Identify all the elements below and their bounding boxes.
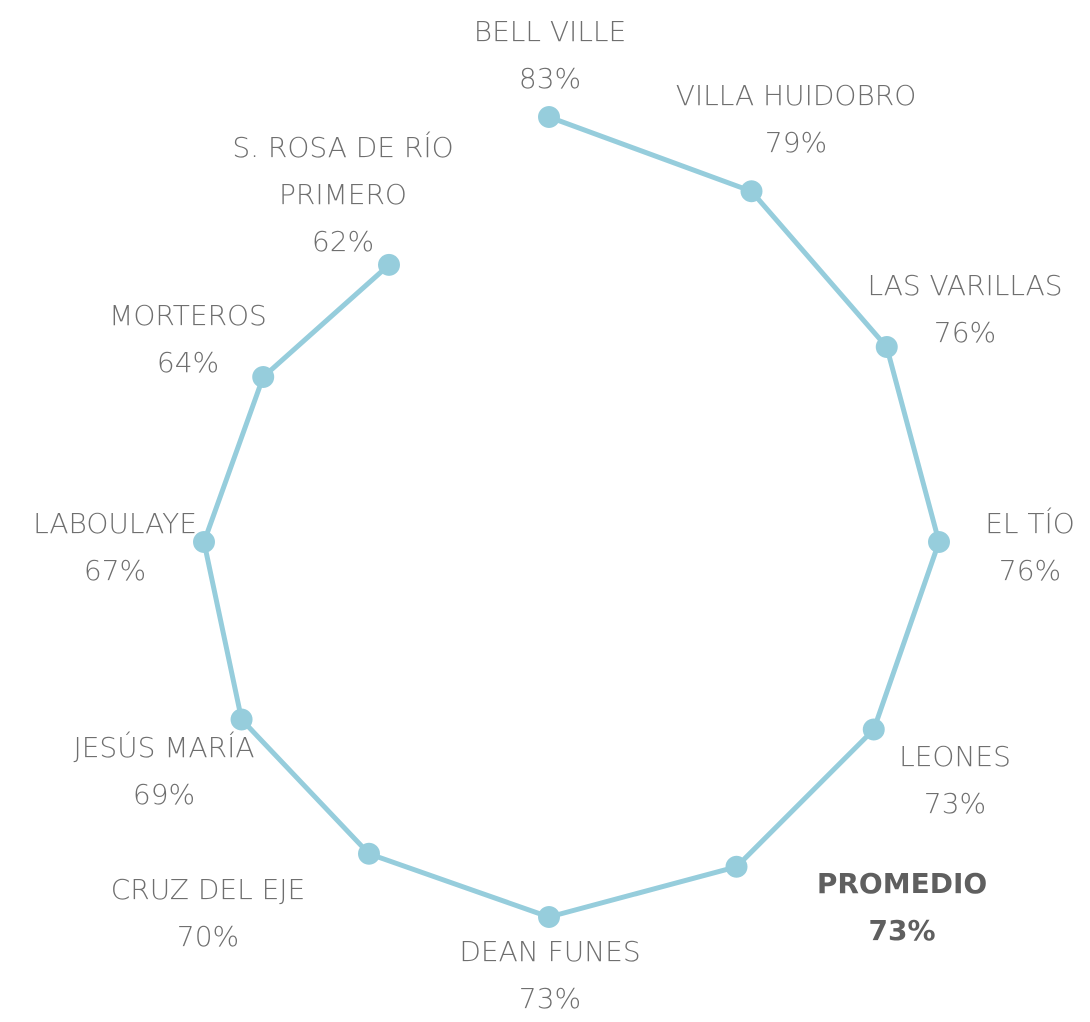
category-label: LAS VARILLAS xyxy=(867,269,1063,302)
point-label: PROMEDIO 73% xyxy=(732,860,1072,954)
point-label: BELL VILLE 83% xyxy=(380,8,720,102)
point-label: CRUZ DEL EJE 70% xyxy=(38,866,378,960)
point-label: JESÚS MARÍA 69% xyxy=(0,724,334,818)
point-label: LAS VARILLAS 76% xyxy=(795,262,1090,356)
point xyxy=(740,180,763,203)
category-label: EL TÍO xyxy=(985,507,1075,540)
point-label: LABOULAYE 67% xyxy=(0,500,285,594)
value-label: 70% xyxy=(176,920,240,953)
category-label: S. ROSA DE RÍO PRIMERO xyxy=(232,131,454,211)
category-label: LABOULAYE xyxy=(33,507,197,540)
category-label: BELL VILLE xyxy=(473,15,627,48)
value-label: 83% xyxy=(518,62,582,95)
point xyxy=(378,253,400,276)
point-label: MORTEROS 64% xyxy=(18,292,358,386)
value-label: 73% xyxy=(518,982,582,1015)
value-label: 62% xyxy=(311,225,375,258)
category-label: MORTEROS xyxy=(109,299,267,332)
point xyxy=(928,531,950,553)
category-label: VILLA HUIDOBRO xyxy=(675,79,917,112)
value-label: 67% xyxy=(83,554,147,587)
value-label: 79% xyxy=(764,126,828,159)
point xyxy=(725,855,748,878)
point xyxy=(862,718,885,741)
category-label: DEAN FUNES xyxy=(459,935,641,968)
category-label: PROMEDIO xyxy=(816,867,988,900)
value-label: 76% xyxy=(998,554,1062,587)
category-label: LEONES xyxy=(899,740,1011,773)
point-label: VILLA HUIDOBRO 79% xyxy=(626,72,966,166)
value-label: 69% xyxy=(132,778,196,811)
category-label: CRUZ DEL EJE xyxy=(110,873,306,906)
point-label: EL TÍO 76% xyxy=(860,500,1090,594)
value-label: 73% xyxy=(868,914,936,947)
value-label: 64% xyxy=(156,346,220,379)
point xyxy=(538,106,560,128)
point xyxy=(358,842,380,865)
series-line xyxy=(201,114,942,920)
point-label: LEONES 73% xyxy=(785,733,1090,827)
category-label: JESÚS MARÍA xyxy=(73,731,255,764)
point xyxy=(252,366,275,388)
point xyxy=(875,336,898,358)
point xyxy=(538,906,560,928)
point xyxy=(230,708,253,731)
point-label: DEAN FUNES 73% xyxy=(380,928,720,1022)
value-label: 76% xyxy=(933,316,997,349)
point xyxy=(193,531,215,553)
value-label: 73% xyxy=(923,787,987,820)
point-label: S. ROSA DE RÍO PRIMERO 62% xyxy=(198,124,488,265)
